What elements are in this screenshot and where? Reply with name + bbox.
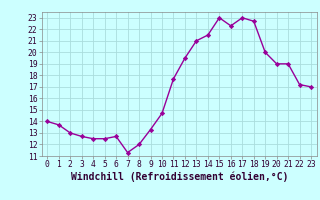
X-axis label: Windchill (Refroidissement éolien,°C): Windchill (Refroidissement éolien,°C) <box>70 172 288 182</box>
